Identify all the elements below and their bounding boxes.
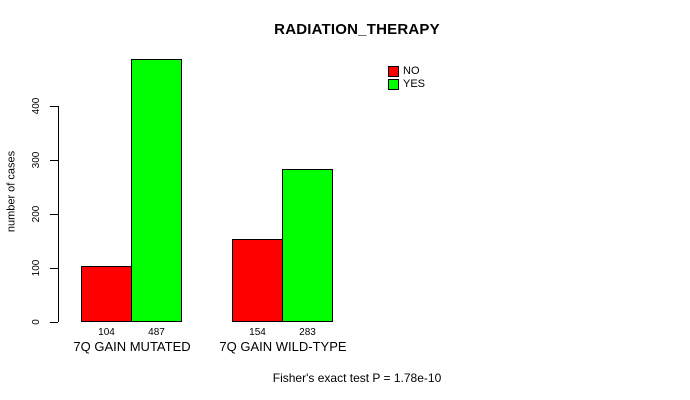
bar-value-label: 154 — [249, 327, 266, 338]
chart-title: RADIATION_THERAPY — [274, 21, 440, 38]
bar-yes-group1 — [131, 59, 182, 322]
bar-no-group2 — [232, 239, 283, 322]
legend-label: YES — [403, 78, 426, 90]
y-axis-tick — [50, 160, 58, 161]
bar-no-group1 — [81, 266, 132, 322]
legend-swatch-yes — [388, 78, 399, 90]
y-axis-tick — [50, 214, 58, 215]
legend-item-yes: YES — [388, 78, 425, 90]
bar-value-label: 104 — [98, 327, 115, 338]
y-axis-tick-label: 200 — [31, 205, 42, 223]
y-axis-tick-label: 100 — [31, 259, 42, 277]
category-label: 7Q GAIN MUTATED — [73, 339, 191, 354]
y-axis-tick-label: 300 — [31, 151, 42, 169]
category-label: 7Q GAIN WILD-TYPE — [219, 339, 347, 354]
y-axis-line — [58, 106, 59, 322]
bar-value-label: 487 — [148, 327, 165, 338]
legend-item-no: NO — [388, 65, 425, 77]
y-axis-tick — [50, 106, 58, 107]
y-axis-tick-label: 0 — [31, 319, 42, 325]
legend-swatch-no — [388, 65, 399, 77]
fisher-test-annotation: Fisher's exact test P = 1.78e-10 — [272, 371, 442, 385]
y-axis-tick — [50, 268, 58, 269]
y-axis-tick — [50, 322, 58, 323]
legend: NO YES — [388, 65, 425, 90]
bar-value-label: 283 — [299, 327, 316, 338]
y-axis-tick-label: 400 — [31, 97, 42, 115]
y-axis-title: number of cases — [5, 150, 18, 233]
legend-label: NO — [403, 65, 420, 77]
bar-yes-group2 — [282, 169, 333, 322]
